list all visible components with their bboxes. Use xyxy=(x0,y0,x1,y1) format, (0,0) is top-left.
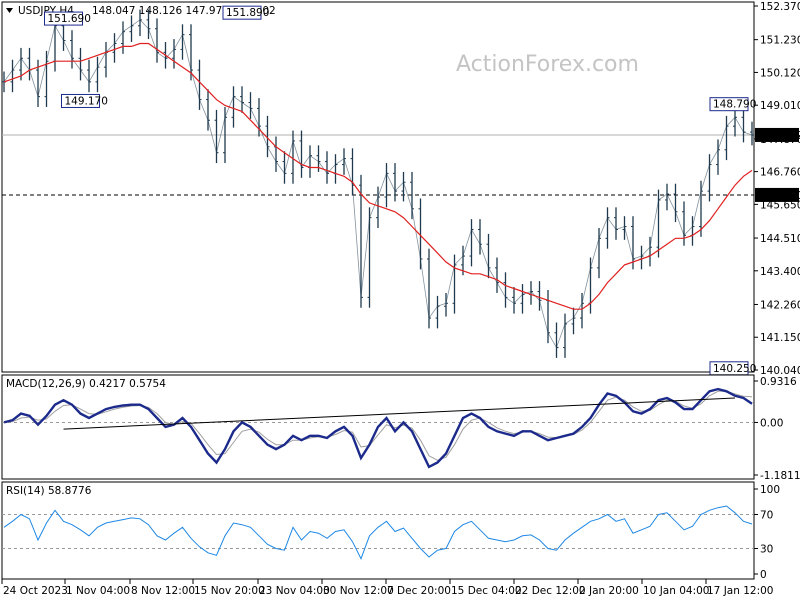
price-y-tick-label: 152.370 xyxy=(760,1,800,13)
current-price-badge: 148.002 xyxy=(760,130,800,142)
x-tick-label: 8 Nov 12:00 xyxy=(131,585,195,597)
price-y-tick-label: 145.650 xyxy=(760,199,800,211)
annotation-box xyxy=(709,97,749,112)
annotation-label: 151.890 xyxy=(226,7,269,19)
annotation-label: 151.690 xyxy=(48,13,91,25)
macd-panel: MACD(12,26,9) 0.4217 0.5754 0.9316 0.00 -1… xyxy=(1,374,800,482)
price-series xyxy=(2,9,754,358)
watermark: ActionForex.com xyxy=(456,52,639,77)
support-level-badge-box xyxy=(755,187,799,202)
macd-signal-line xyxy=(3,390,753,461)
price-y-tick-label: 151.230 xyxy=(760,35,800,47)
annotation-label: 148.790 xyxy=(713,99,756,111)
price-y-tick-label: 144.510 xyxy=(760,233,800,245)
x-tick-label: 17 Jan 12:00 xyxy=(707,585,773,597)
macd-y-tick-label: 0.00 xyxy=(760,417,783,429)
rsi-y-tick-label: 30 xyxy=(760,544,773,556)
rsi-panel: RSI(14) 58.8776 100 70 30 0 xyxy=(1,481,780,581)
macd-y-tick-label: -1.1811 xyxy=(760,470,800,482)
annotation-box xyxy=(44,11,83,26)
moving-average xyxy=(3,42,753,310)
price-y-tick-label: 149.010 xyxy=(760,100,800,112)
rsi-y-axis: 100 70 30 0 xyxy=(754,484,780,581)
rsi-panel-frame xyxy=(1,481,755,580)
price-y-tick-label: 142.260 xyxy=(760,299,800,311)
rsi-line xyxy=(3,505,753,560)
x-tick-label: 1 Nov 04:00 xyxy=(66,585,130,597)
price-y-tick-label: 146.760 xyxy=(760,167,800,179)
price-y-tick-label: 141.150 xyxy=(760,332,800,344)
macd-label: MACD(12,26,9) 0.4217 0.5754 xyxy=(6,378,166,390)
annotation-label: 149.170 xyxy=(65,95,108,107)
rsi-lines xyxy=(2,505,754,560)
macd-y-axis: 0.9316 0.00 -1.1811 xyxy=(754,376,800,482)
moving-average-line xyxy=(3,42,753,310)
macd-line xyxy=(3,387,753,469)
title-arrow-icon xyxy=(6,8,13,13)
support-level-badge: 145.970 xyxy=(760,190,800,202)
rsi-y-tick-label: 0 xyxy=(760,569,767,581)
rsi-y-tick-label: 100 xyxy=(760,484,780,496)
macd-trendline xyxy=(63,397,736,430)
annotation-box xyxy=(61,93,100,108)
annotation-box xyxy=(222,5,262,20)
current-price-badge-box xyxy=(755,127,799,142)
price-close-line xyxy=(3,19,753,349)
annotation-label: 140.250 xyxy=(713,363,756,375)
macd-lines xyxy=(2,387,754,469)
price-y-axis: 152.370151.230150.120149.010147.870146.7… xyxy=(754,1,800,377)
rsi-label: RSI(14) 58.8776 xyxy=(6,485,92,497)
x-tick-label: 23 Nov 04:00 xyxy=(259,585,330,597)
x-tick-label: 30 Nov 12:00 xyxy=(323,585,394,597)
price-lines: 148.002 145.970 xyxy=(2,127,800,202)
x-tick-label: 15 Dec 04:00 xyxy=(451,585,522,597)
rsi-y-tick-label: 70 xyxy=(760,510,773,522)
price-y-tick-label: 143.400 xyxy=(760,266,800,278)
macd-y-tick-label: 0.9316 xyxy=(760,376,797,388)
price-panel: ActionForex.com USDJPY,H4 148.047 148.12… xyxy=(1,1,800,377)
x-tick-label: 15 Nov 20:00 xyxy=(194,585,265,597)
x-tick-label: 2 Jan 20:00 xyxy=(579,585,639,597)
x-tick-label: 10 Jan 04:00 xyxy=(643,585,709,597)
x-tick-label: 24 Oct 2023 xyxy=(3,585,68,597)
price-annotations: 151.690 151.890 149.170 140.250 148.790 xyxy=(44,5,756,376)
x-tick-label: 22 Dec 12:00 xyxy=(515,585,586,597)
price-y-tick-label: 150.120 xyxy=(760,67,800,79)
x-tick-label: 7 Dec 20:00 xyxy=(387,585,451,597)
price-y-tick-label: 140.040 xyxy=(760,365,800,377)
